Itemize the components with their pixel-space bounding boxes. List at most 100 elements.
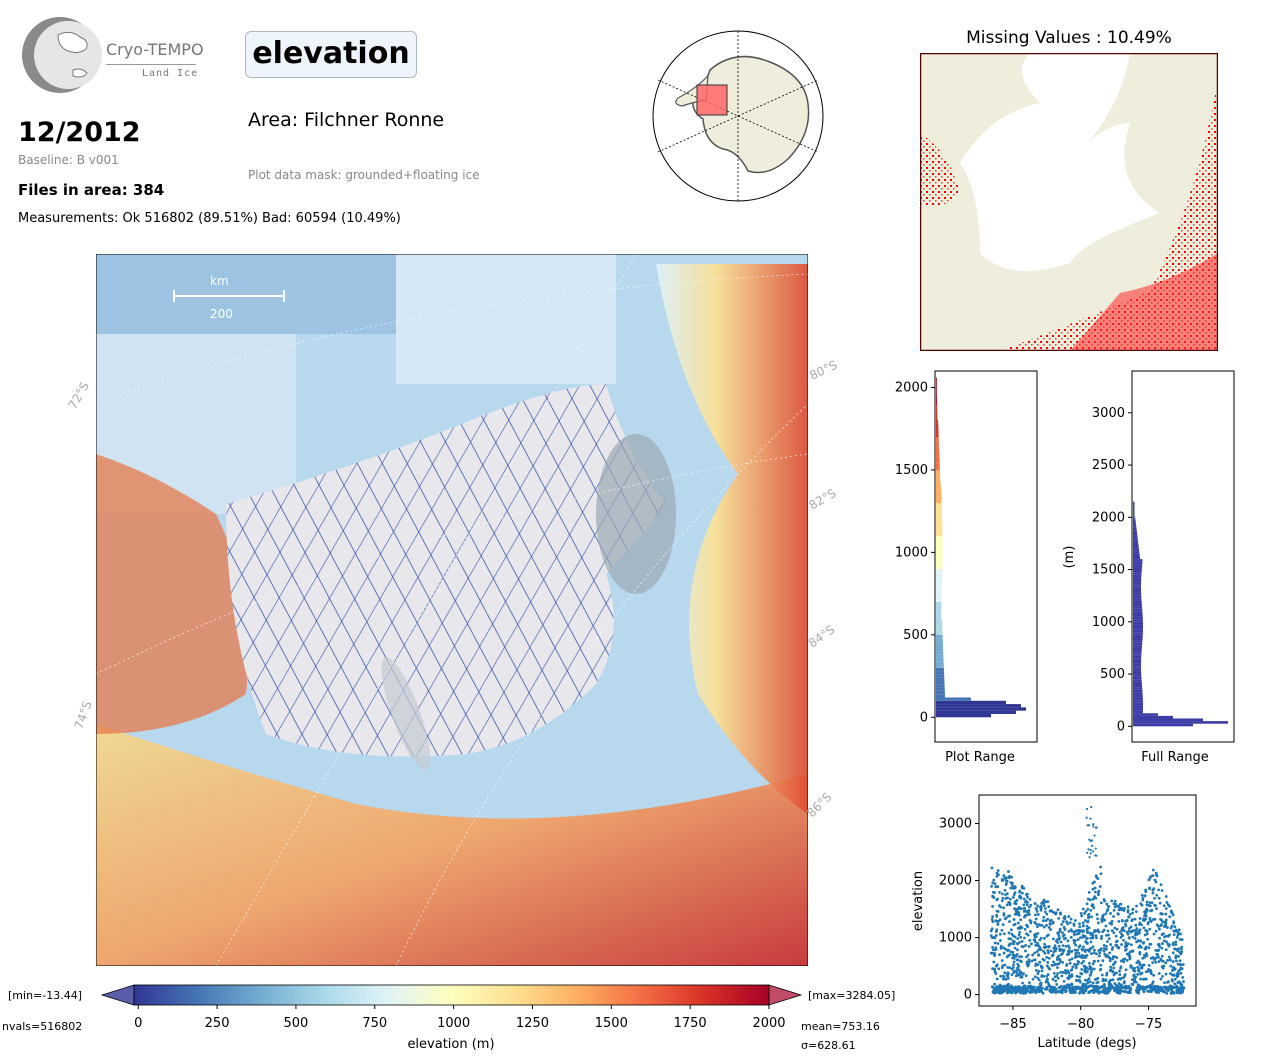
scatter-point xyxy=(1023,936,1026,940)
scatter-point xyxy=(1085,807,1089,810)
scatter-point xyxy=(1037,944,1041,948)
scatter-point xyxy=(1158,945,1161,948)
scatter-point xyxy=(1143,894,1147,898)
scatter-point xyxy=(1013,891,1017,895)
scatter-point xyxy=(996,942,1000,945)
scatter-point xyxy=(1027,909,1031,912)
histogram-bar xyxy=(936,690,945,695)
histogram-bar xyxy=(1133,718,1203,722)
scatter-point xyxy=(1070,950,1073,954)
scatter-point xyxy=(1086,929,1089,933)
scatter-point xyxy=(1079,911,1083,915)
scatter-point xyxy=(1122,929,1126,933)
scatter-point xyxy=(1024,900,1027,904)
scatter-point xyxy=(1104,954,1108,958)
scatter-point xyxy=(1175,974,1179,978)
scatter-point xyxy=(1123,922,1127,926)
scatter-point xyxy=(1036,963,1040,967)
scatter-point xyxy=(1099,967,1103,971)
histogram-bar xyxy=(1133,566,1142,570)
scatter-point xyxy=(1090,952,1093,956)
colorbar-tick-label: 750 xyxy=(362,1016,387,1031)
scatter-point xyxy=(1106,929,1110,933)
x-tick-label: −75 xyxy=(1135,1017,1162,1032)
scatter-point xyxy=(990,866,994,870)
scatter-point xyxy=(999,974,1003,978)
scatter-point xyxy=(1181,975,1185,979)
histogram-bar xyxy=(936,525,943,530)
histogram-bar xyxy=(1133,710,1143,714)
scatter-point xyxy=(1117,920,1121,923)
scatter-point xyxy=(1074,943,1078,947)
scatter-point xyxy=(1181,963,1185,966)
scatter-point xyxy=(1062,970,1066,974)
scatter-point xyxy=(995,985,999,989)
scatter-point xyxy=(1042,958,1046,962)
histogram-bar xyxy=(1133,655,1142,659)
scatter-point xyxy=(1052,960,1055,964)
histogram-bar xyxy=(936,549,943,553)
scatter-point xyxy=(1024,949,1027,953)
cryo-tempo-logo xyxy=(18,15,208,95)
scatter-point xyxy=(1106,940,1109,943)
scatter-point xyxy=(1145,910,1149,913)
scatter-point xyxy=(1151,868,1155,872)
scatter-point xyxy=(1054,912,1058,916)
scatter-point xyxy=(1174,954,1178,958)
scatter-point xyxy=(1029,903,1033,907)
scatter-point xyxy=(1089,932,1093,936)
scatter-point xyxy=(1180,945,1184,949)
histogram-bar xyxy=(1133,689,1143,693)
scatter-point xyxy=(1027,981,1031,984)
scatter-point xyxy=(1038,938,1042,942)
scatter-point xyxy=(1015,969,1018,972)
scatter-point xyxy=(1017,921,1020,925)
scatter-point xyxy=(1162,904,1166,908)
scatter-point xyxy=(1094,896,1098,900)
scatter-point xyxy=(1138,984,1142,988)
scatter-point xyxy=(1095,929,1099,933)
scatter-point xyxy=(1099,901,1103,905)
scatter-point xyxy=(1155,893,1159,897)
scatter-point xyxy=(1001,964,1005,968)
scatter-point xyxy=(1089,817,1092,820)
scatter-point xyxy=(1113,987,1117,991)
scatter-point xyxy=(1112,931,1116,935)
scatter-point xyxy=(1127,942,1130,946)
scatter-point xyxy=(1062,979,1066,983)
scatter-point xyxy=(1086,913,1090,917)
scatter-point xyxy=(1013,935,1017,939)
histogram-bar xyxy=(936,707,1026,711)
scatter-point xyxy=(1016,926,1020,930)
scatter-point xyxy=(1129,925,1133,929)
lat-label: 86°S xyxy=(804,790,834,820)
scatter-point xyxy=(1108,957,1112,960)
scatter-point xyxy=(1134,933,1137,937)
scatter-point xyxy=(1146,921,1150,924)
scatter-point xyxy=(1141,956,1145,960)
histogram-bar xyxy=(1133,676,1142,680)
scatter-point xyxy=(1042,925,1046,929)
scatter-point xyxy=(1061,920,1065,924)
histogram-bar xyxy=(936,433,939,437)
scatter-point xyxy=(1098,951,1102,955)
scatter-point xyxy=(1111,970,1115,974)
scatter-point xyxy=(1117,982,1121,985)
histogram-bar xyxy=(1133,684,1143,688)
scatter-point xyxy=(1034,907,1038,911)
full-range-histogram: 0 500 1000 1500 2000 2500 3000 (m) Full Range xyxy=(1062,370,1235,765)
scatter-point xyxy=(1080,961,1084,965)
scatter-point xyxy=(1054,990,1058,994)
histogram-bar xyxy=(936,436,939,441)
histogram-bar xyxy=(1133,702,1143,706)
scatter-point xyxy=(1179,963,1183,967)
scatter-point xyxy=(1049,928,1052,931)
histogram-bar xyxy=(936,582,943,586)
scatter-point xyxy=(1016,948,1019,952)
histogram-bar xyxy=(1133,525,1137,528)
scatter-point xyxy=(1085,954,1089,957)
scatter-point xyxy=(1071,965,1075,969)
histogram-bar xyxy=(936,469,940,474)
histogram-bar xyxy=(936,697,971,701)
scatter-point xyxy=(1069,990,1073,994)
